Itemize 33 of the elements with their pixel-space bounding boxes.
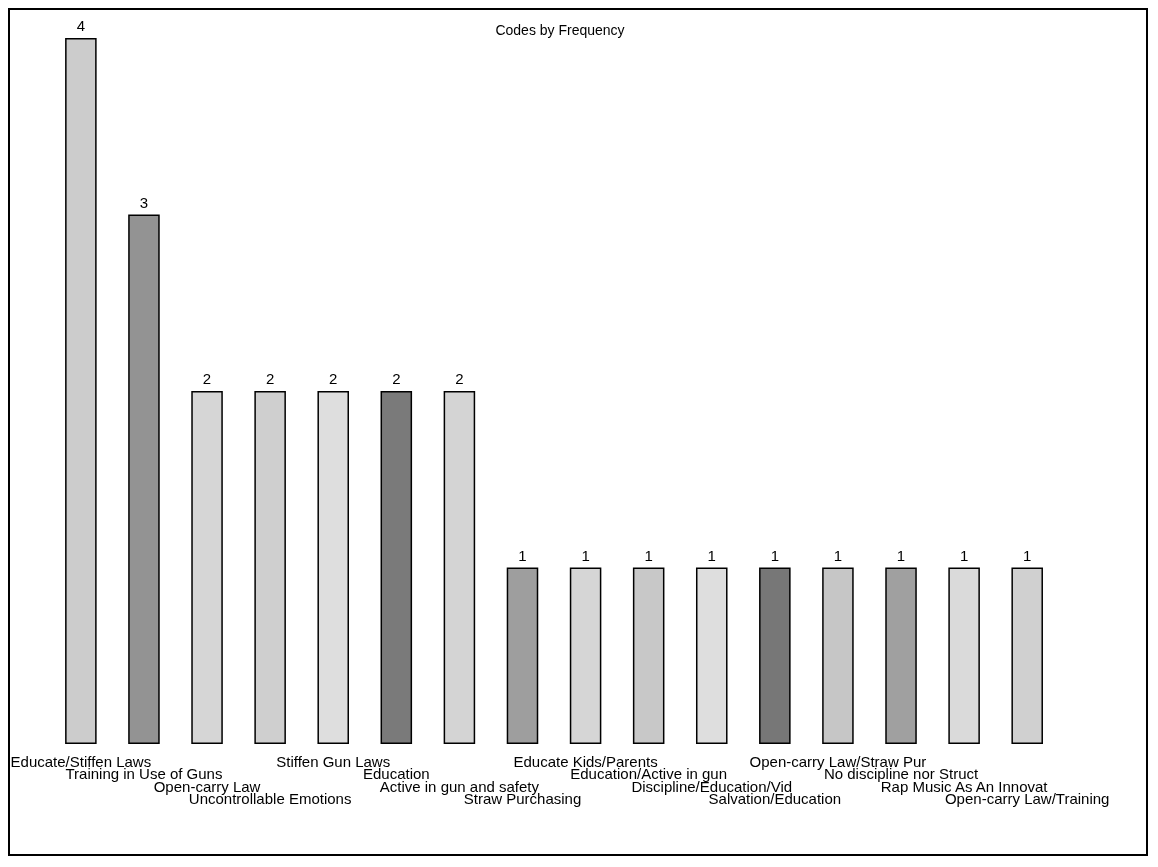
bar (632, 567, 665, 744)
bar (65, 38, 97, 744)
bar (380, 391, 413, 744)
bar (506, 567, 539, 744)
bar (191, 391, 223, 744)
data-label: 1 (770, 546, 780, 564)
bar (1011, 567, 1043, 744)
bar (128, 214, 160, 744)
data-label: 1 (581, 546, 590, 564)
data-label: 1 (1023, 546, 1032, 564)
data-label: 1 (518, 546, 527, 564)
data-label: 2 (265, 370, 275, 387)
bar (822, 567, 854, 744)
bar (317, 391, 349, 744)
data-label: 2 (329, 370, 338, 387)
data-label: 4 (76, 17, 86, 34)
bar (885, 567, 917, 744)
chart-title: Codes by Frequency (495, 22, 625, 38)
data-label: 2 (455, 370, 464, 387)
data-label: 1 (959, 546, 969, 564)
data-label: 1 (833, 546, 843, 564)
data-label: 2 (392, 370, 401, 387)
bar (695, 567, 728, 744)
data-label: 1 (707, 546, 716, 564)
data-label: 1 (896, 546, 906, 564)
data-label: 2 (202, 370, 212, 387)
bar (759, 567, 791, 744)
data-label: 3 (139, 193, 149, 211)
data-label: 1 (644, 546, 653, 564)
bar (948, 567, 980, 744)
bar (569, 567, 602, 744)
bar (443, 391, 476, 744)
bar (254, 391, 286, 744)
